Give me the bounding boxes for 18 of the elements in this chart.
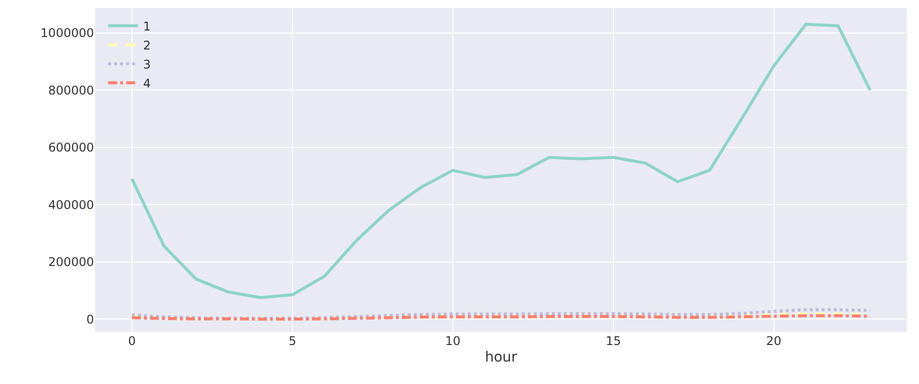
x-tick-label: 0 bbox=[128, 334, 136, 348]
x-tick-label: 20 bbox=[766, 334, 782, 348]
legend-label: 2 bbox=[143, 38, 151, 52]
y-tick-label: 400000 bbox=[48, 198, 94, 212]
y-tick-label: 1000000 bbox=[40, 26, 94, 40]
x-axis-title: hour bbox=[484, 349, 518, 366]
legend-label: 1 bbox=[143, 19, 151, 34]
y-tick-label: 600000 bbox=[48, 140, 94, 155]
line-series bbox=[130, 308, 872, 320]
x-tick-label: 15 bbox=[606, 334, 621, 348]
x-tick-label: 10 bbox=[445, 334, 460, 348]
y-tick-label: 800000 bbox=[48, 83, 94, 98]
y-tick-label: 200000 bbox=[48, 255, 94, 270]
line-series bbox=[130, 22, 872, 300]
y-tick-label: 0 bbox=[86, 312, 94, 326]
legend-label: 3 bbox=[143, 57, 151, 72]
legend-label: 4 bbox=[143, 76, 151, 90]
x-tick-label: 5 bbox=[288, 334, 296, 348]
